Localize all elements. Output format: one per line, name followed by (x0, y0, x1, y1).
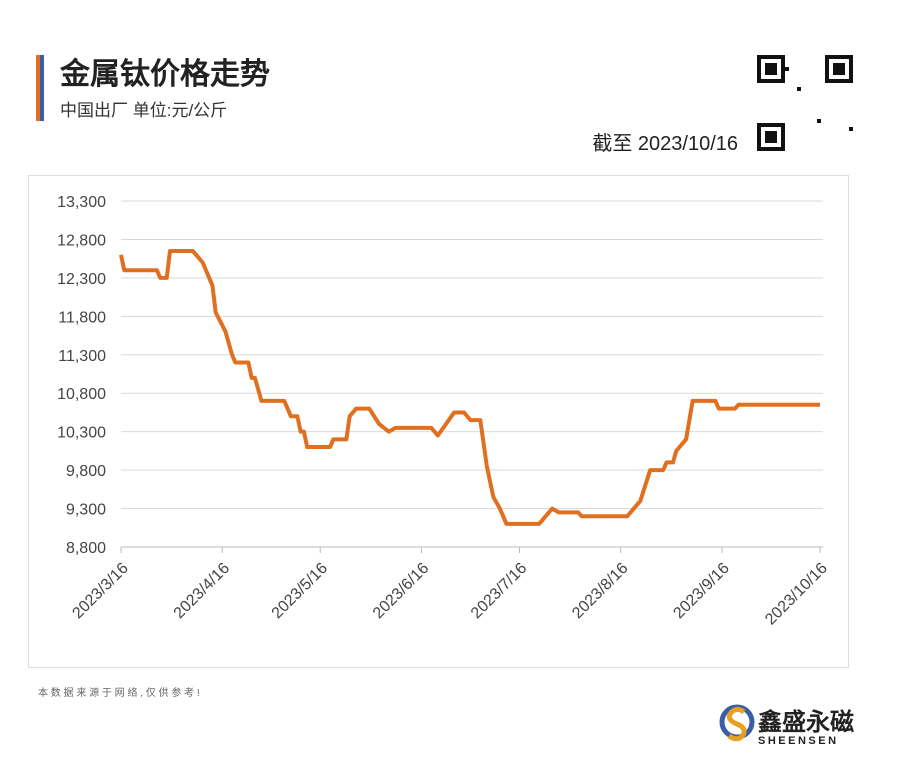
x-tick-label: 2023/6/16 (370, 560, 432, 622)
x-tick-label: 2023/7/16 (468, 560, 530, 622)
qr-code (757, 55, 853, 151)
accent-bar (36, 55, 40, 121)
y-tick-label: 12,300 (57, 271, 106, 288)
qr-finder (757, 123, 785, 151)
qr-finder (765, 63, 777, 75)
y-tick-label: 9,800 (66, 463, 106, 480)
brand-name-en: SHEENSEN (758, 735, 839, 747)
brand-logo (719, 704, 755, 742)
y-tick-label: 11,800 (58, 309, 106, 326)
subtitle: 中国出厂 单位:元/公斤 (60, 101, 227, 120)
qr-finder (825, 55, 853, 83)
qr-cell (817, 119, 821, 123)
qr-cell (849, 127, 853, 131)
qr-finder (757, 55, 785, 83)
qr-finder (833, 63, 845, 75)
qr-cell (785, 67, 789, 71)
title: 金属钛价格走势 (59, 57, 270, 91)
price-line (119, 248, 820, 526)
qr-cell (797, 87, 801, 91)
as-of-date: 截至 2023/10/16 (592, 132, 738, 155)
x-tick-label: 2023/10/16 (762, 560, 831, 629)
x-tick-label: 2023/3/16 (69, 560, 131, 622)
y-tick-label: 11,300 (58, 348, 106, 365)
y-tick-label: 10,300 (57, 425, 106, 442)
qr-finder (765, 131, 777, 143)
source-note: 本 数 据 来 源 于 网 络 , 仅 供 参 考 ! (38, 686, 200, 699)
y-tick-label: 10,800 (57, 386, 106, 403)
x-tick-label: 2023/9/16 (670, 560, 732, 622)
y-tick-label: 8,800 (66, 540, 106, 557)
y-tick-label: 12,800 (57, 232, 106, 249)
x-tick-label: 2023/4/16 (171, 560, 233, 622)
x-tick-label: 2023/5/16 (269, 560, 331, 622)
brand-name: 鑫盛永磁 (758, 708, 854, 736)
y-tick-label: 9,300 (66, 502, 106, 519)
plot-frame (28, 175, 849, 668)
accent-bar (40, 55, 44, 121)
x-tick-label: 2023/8/16 (569, 560, 631, 622)
y-tick-label: 13,300 (57, 194, 106, 211)
